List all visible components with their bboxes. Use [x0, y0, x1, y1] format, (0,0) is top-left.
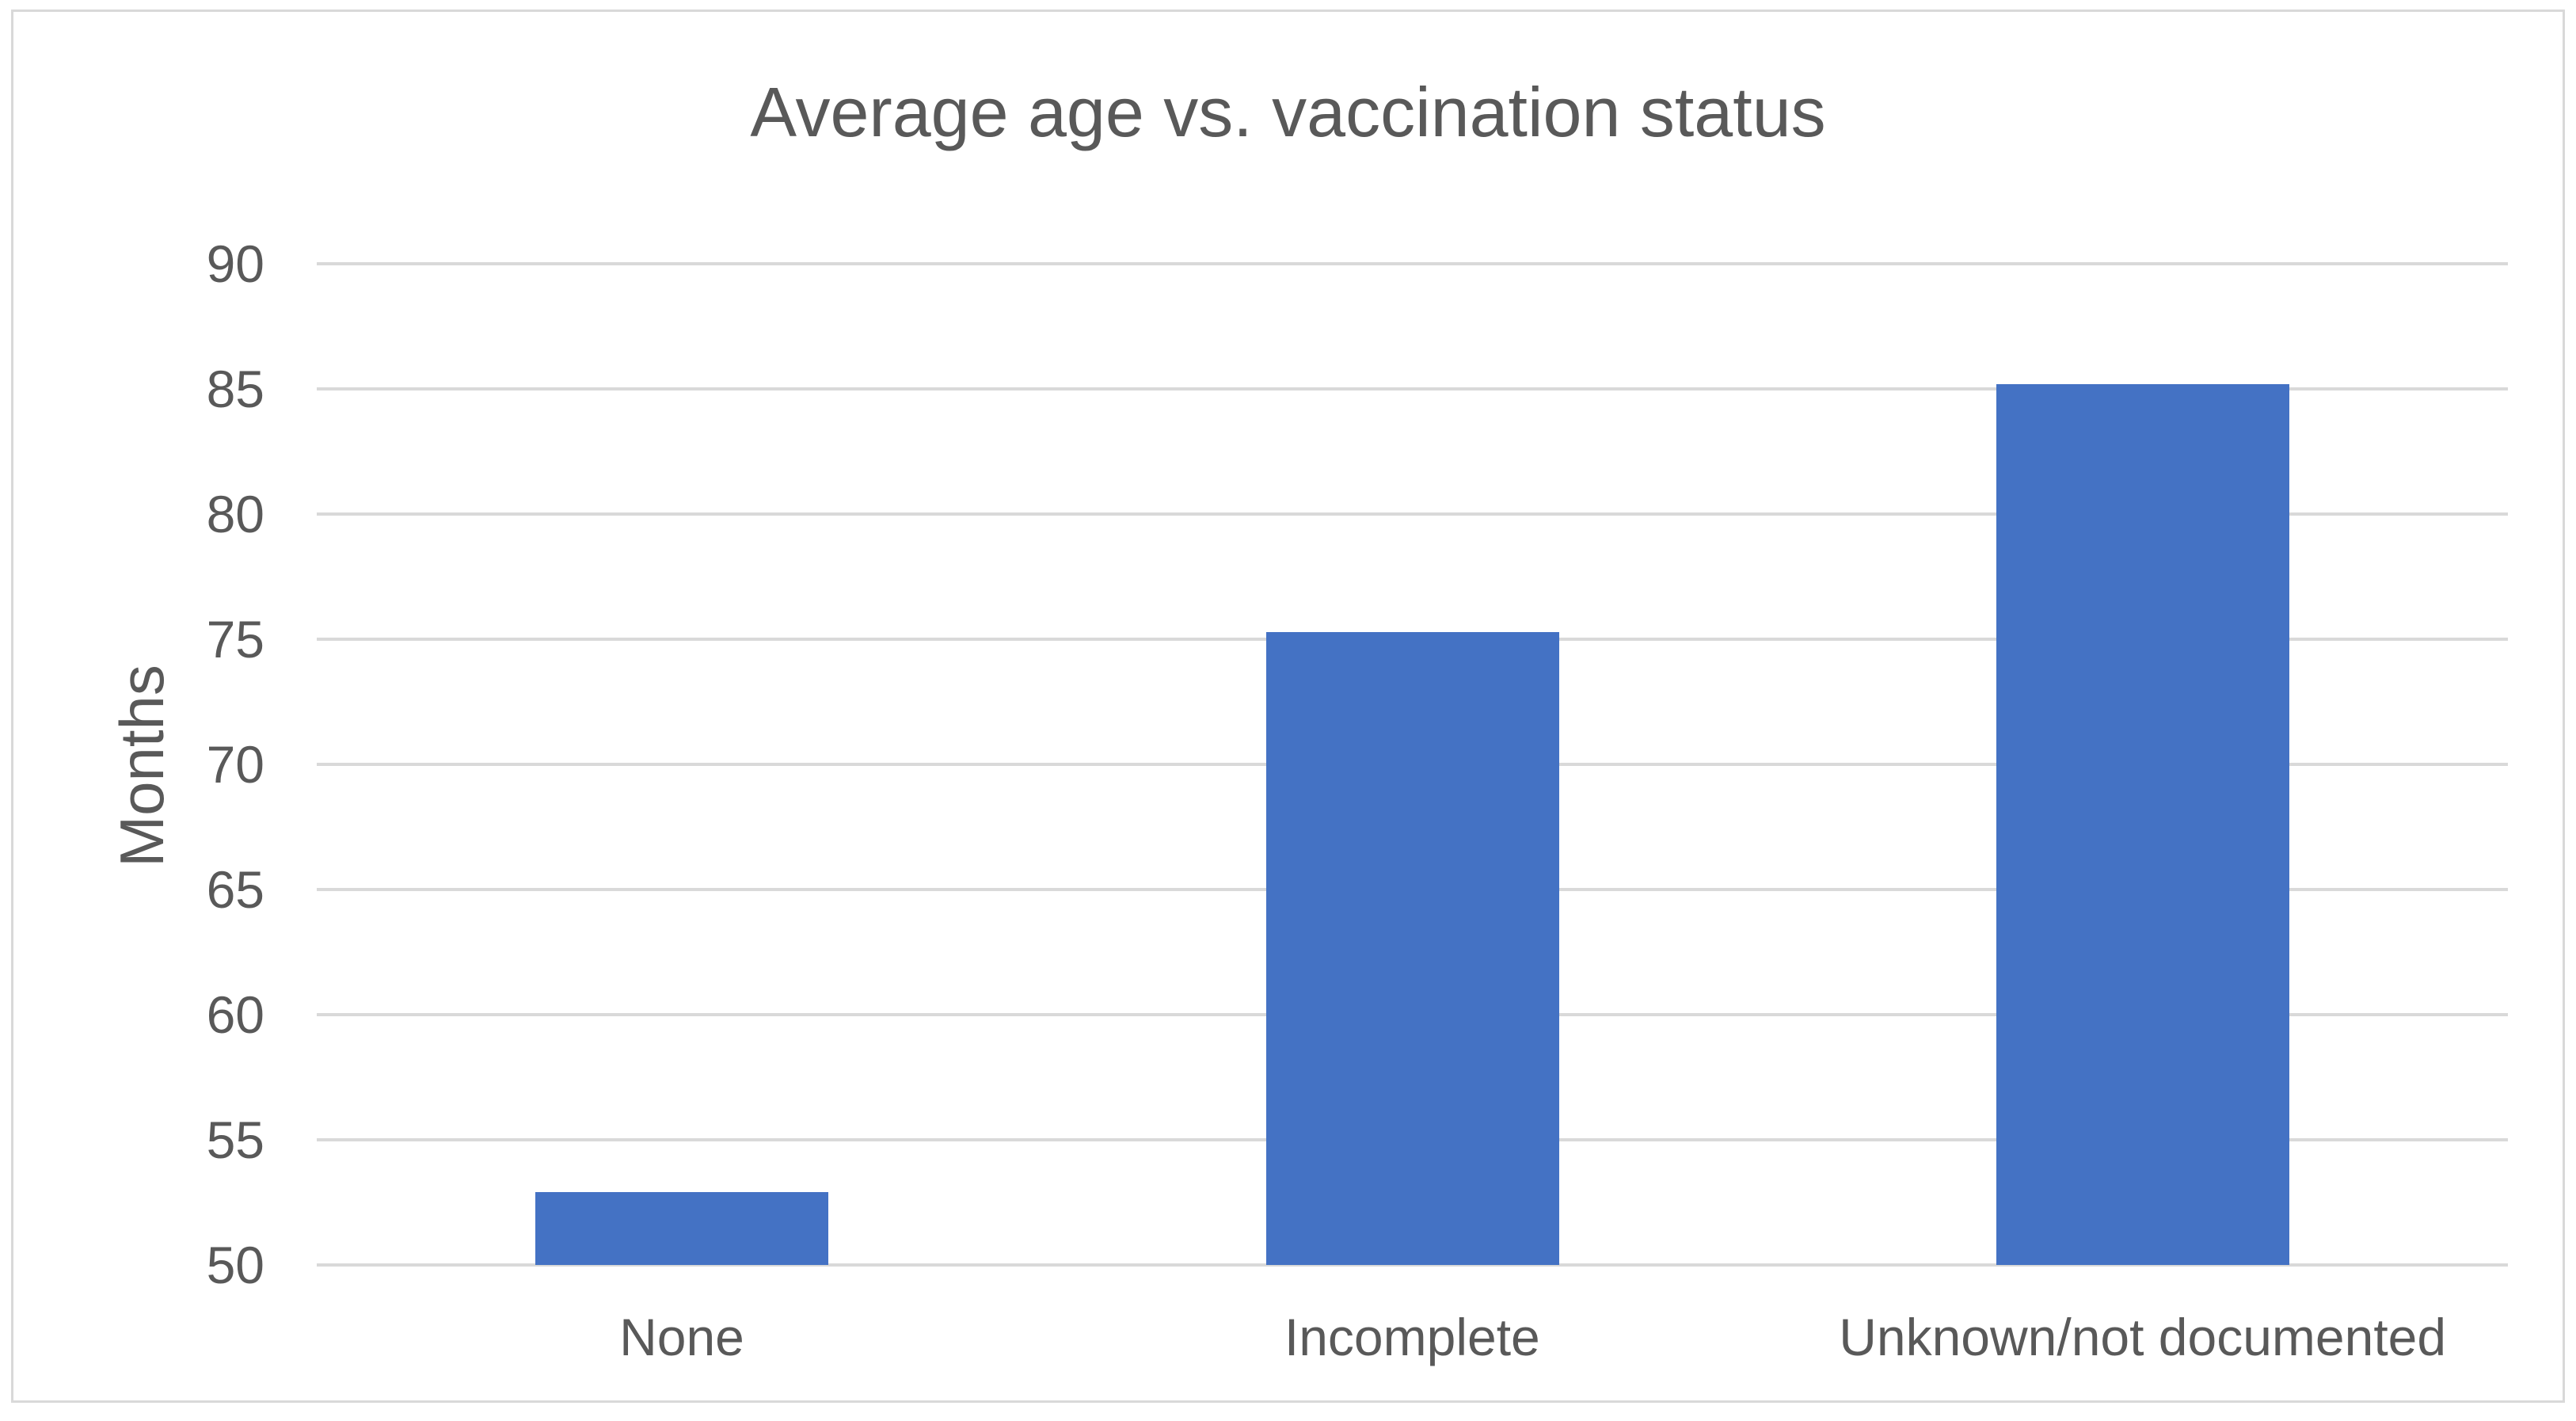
- bar-none: [535, 1192, 829, 1265]
- bar-unknown-not-documented: [1996, 383, 2289, 1265]
- plot-area: [317, 262, 2508, 1267]
- gridline-85: [317, 387, 2508, 390]
- chart-title: Average age vs. vaccination status: [750, 73, 1826, 151]
- x-category-label-unknown-not-documented: Unknown/not documented: [1839, 1308, 2447, 1366]
- y-tick-label-75: 75: [206, 610, 264, 669]
- x-category-label-none: None: [619, 1308, 744, 1366]
- y-tick-label-55: 55: [206, 1111, 264, 1169]
- gridline-80: [317, 512, 2508, 516]
- bar-incomplete: [1265, 631, 1559, 1265]
- y-tick-label-70: 70: [206, 735, 264, 794]
- y-tick-label-80: 80: [206, 485, 264, 543]
- y-tick-label-60: 60: [206, 985, 264, 1044]
- gridline-50: [317, 1263, 2508, 1267]
- y-tick-label-90: 90: [206, 234, 264, 293]
- y-tick-label-65: 65: [206, 860, 264, 919]
- y-tick-label-85: 85: [206, 360, 264, 418]
- y-tick-label-50: 50: [206, 1236, 264, 1294]
- chart-figure: Average age vs. vaccination status Month…: [11, 10, 2565, 1403]
- gridline-90: [317, 262, 2508, 265]
- x-category-label-incomplete: Incomplete: [1284, 1308, 1540, 1366]
